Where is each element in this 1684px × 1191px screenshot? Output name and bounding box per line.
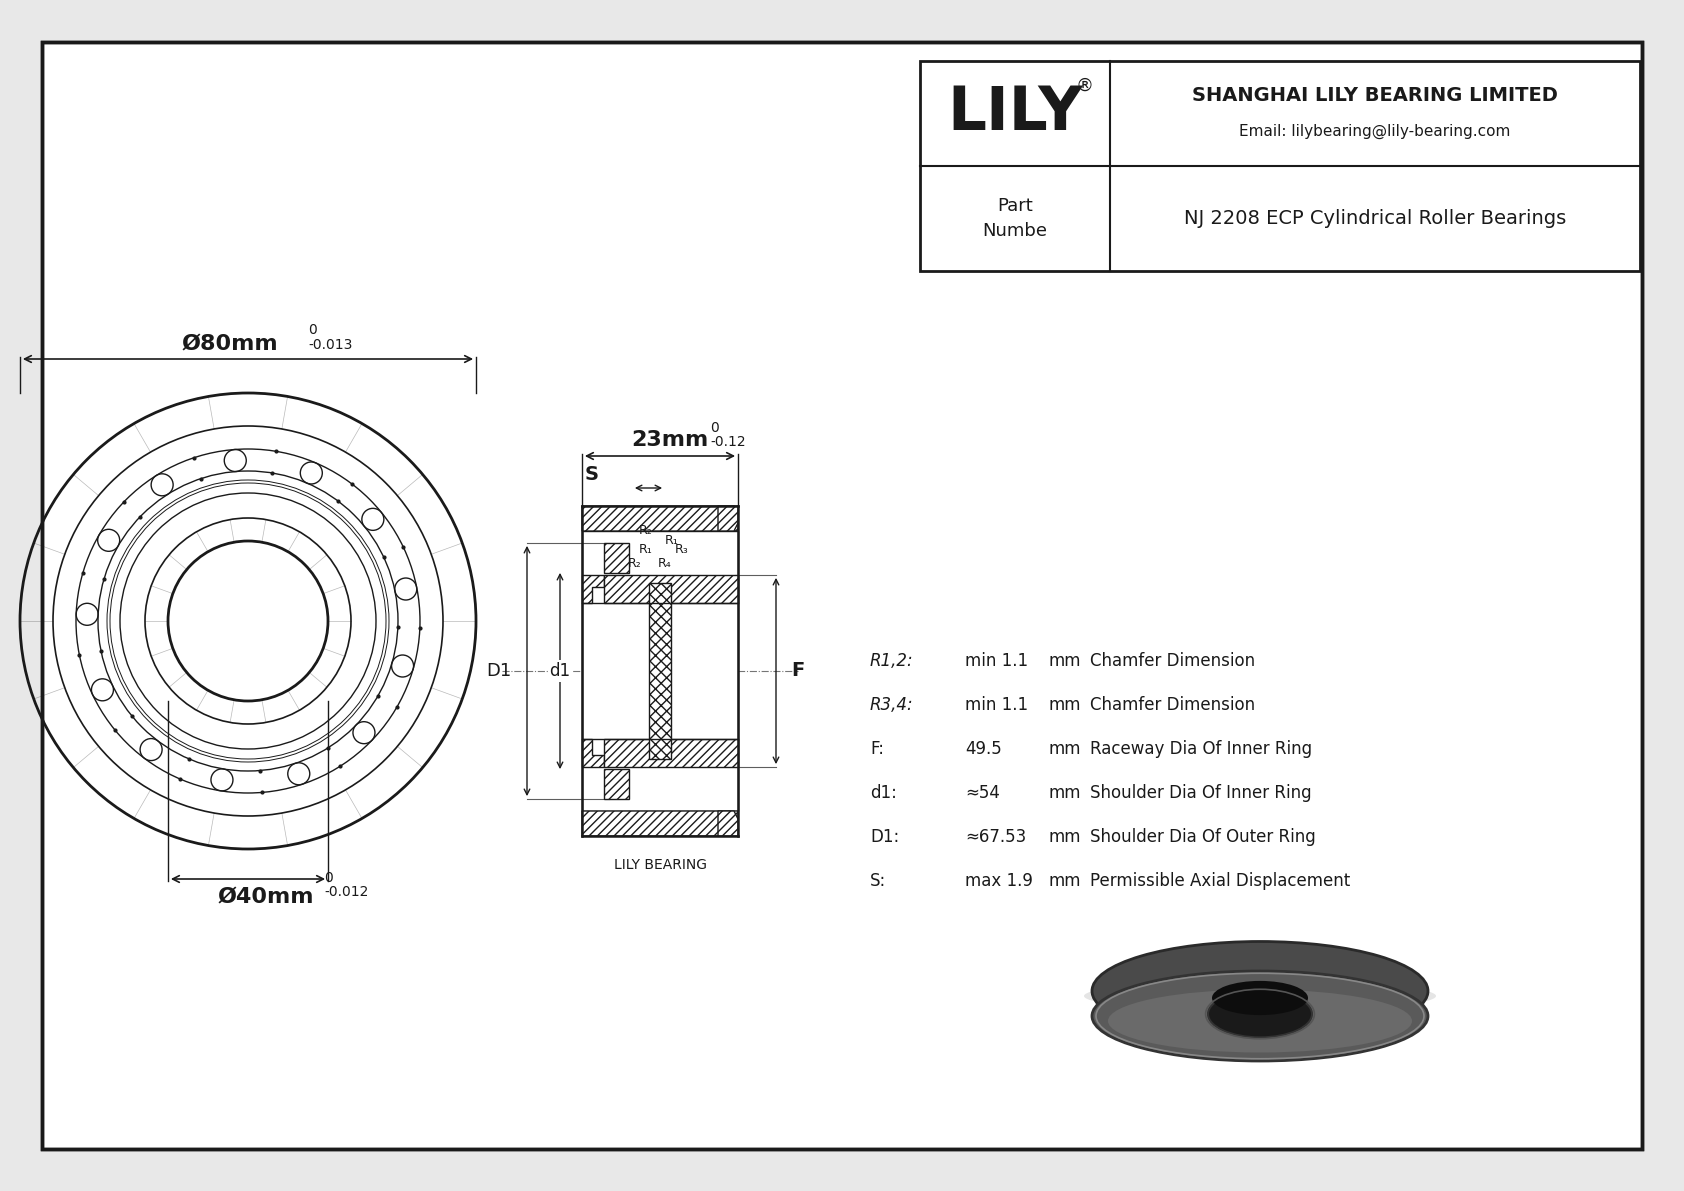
- Text: Ø40mm: Ø40mm: [217, 887, 315, 908]
- Text: d1: d1: [549, 662, 571, 680]
- Text: mm: mm: [1047, 651, 1081, 671]
- Text: Email: lilybearing@lily-bearing.com: Email: lilybearing@lily-bearing.com: [1239, 124, 1511, 139]
- Text: SHANGHAI LILY BEARING LIMITED: SHANGHAI LILY BEARING LIMITED: [1192, 86, 1558, 105]
- Text: LILY BEARING: LILY BEARING: [613, 858, 707, 872]
- Polygon shape: [648, 584, 670, 759]
- Text: R1,2:: R1,2:: [871, 651, 914, 671]
- Text: Chamfer Dimension: Chamfer Dimension: [1090, 696, 1255, 713]
- Text: R₂: R₂: [628, 557, 642, 570]
- Text: R₂: R₂: [640, 524, 653, 537]
- Text: Shoulder Dia Of Outer Ring: Shoulder Dia Of Outer Ring: [1090, 828, 1315, 846]
- Text: Chamfer Dimension: Chamfer Dimension: [1090, 651, 1255, 671]
- Text: min 1.1: min 1.1: [965, 696, 1029, 713]
- Polygon shape: [605, 543, 630, 573]
- Text: 0: 0: [308, 323, 317, 337]
- Text: D1: D1: [487, 662, 512, 680]
- Text: ®: ®: [1076, 76, 1095, 94]
- Polygon shape: [583, 531, 738, 811]
- Text: R₁: R₁: [665, 534, 679, 547]
- Polygon shape: [583, 811, 738, 836]
- Text: R₁: R₁: [640, 543, 653, 556]
- Text: mm: mm: [1047, 828, 1081, 846]
- Text: F:: F:: [871, 740, 884, 757]
- Text: S:: S:: [871, 872, 886, 890]
- Ellipse shape: [1212, 981, 1308, 1015]
- Text: 49.5: 49.5: [965, 740, 1002, 757]
- Text: Raceway Dia Of Inner Ring: Raceway Dia Of Inner Ring: [1090, 740, 1312, 757]
- Polygon shape: [717, 811, 738, 836]
- Polygon shape: [583, 738, 605, 767]
- Text: Shoulder Dia Of Inner Ring: Shoulder Dia Of Inner Ring: [1090, 784, 1312, 802]
- Ellipse shape: [1091, 971, 1428, 1061]
- Ellipse shape: [1091, 942, 1428, 1041]
- Text: 0: 0: [711, 420, 719, 435]
- Text: S: S: [584, 464, 600, 484]
- Bar: [919, 61, 1640, 272]
- Ellipse shape: [1084, 980, 1436, 1011]
- Text: ≈67.53: ≈67.53: [965, 828, 1026, 846]
- Text: Ø80mm: Ø80mm: [182, 333, 278, 354]
- Text: mm: mm: [1047, 696, 1081, 713]
- Text: mm: mm: [1047, 872, 1081, 890]
- Text: -0.12: -0.12: [711, 435, 746, 449]
- Text: LILY: LILY: [946, 85, 1083, 143]
- Text: R₄: R₄: [658, 557, 672, 570]
- Text: 0: 0: [323, 871, 333, 885]
- Text: Permissible Axial Displacement: Permissible Axial Displacement: [1090, 872, 1351, 890]
- Text: R₃: R₃: [675, 543, 689, 556]
- Polygon shape: [583, 575, 605, 603]
- Text: D1:: D1:: [871, 828, 899, 846]
- Text: min 1.1: min 1.1: [965, 651, 1029, 671]
- Ellipse shape: [1207, 991, 1312, 1037]
- Text: mm: mm: [1047, 784, 1081, 802]
- Ellipse shape: [1108, 990, 1411, 1053]
- Polygon shape: [605, 738, 738, 767]
- Polygon shape: [583, 506, 738, 531]
- Text: Part
Numbe: Part Numbe: [982, 197, 1047, 241]
- Text: NJ 2208 ECP Cylindrical Roller Bearings: NJ 2208 ECP Cylindrical Roller Bearings: [1184, 208, 1566, 227]
- Text: mm: mm: [1047, 740, 1081, 757]
- Polygon shape: [605, 575, 738, 603]
- Polygon shape: [717, 506, 738, 531]
- Polygon shape: [605, 769, 630, 799]
- Text: ≈54: ≈54: [965, 784, 1000, 802]
- Text: R3,4:: R3,4:: [871, 696, 914, 713]
- Text: d1:: d1:: [871, 784, 898, 802]
- Text: F: F: [791, 661, 805, 680]
- Text: max 1.9: max 1.9: [965, 872, 1032, 890]
- Text: 23mm: 23mm: [632, 430, 709, 450]
- Text: -0.012: -0.012: [323, 885, 369, 899]
- Text: -0.013: -0.013: [308, 338, 352, 353]
